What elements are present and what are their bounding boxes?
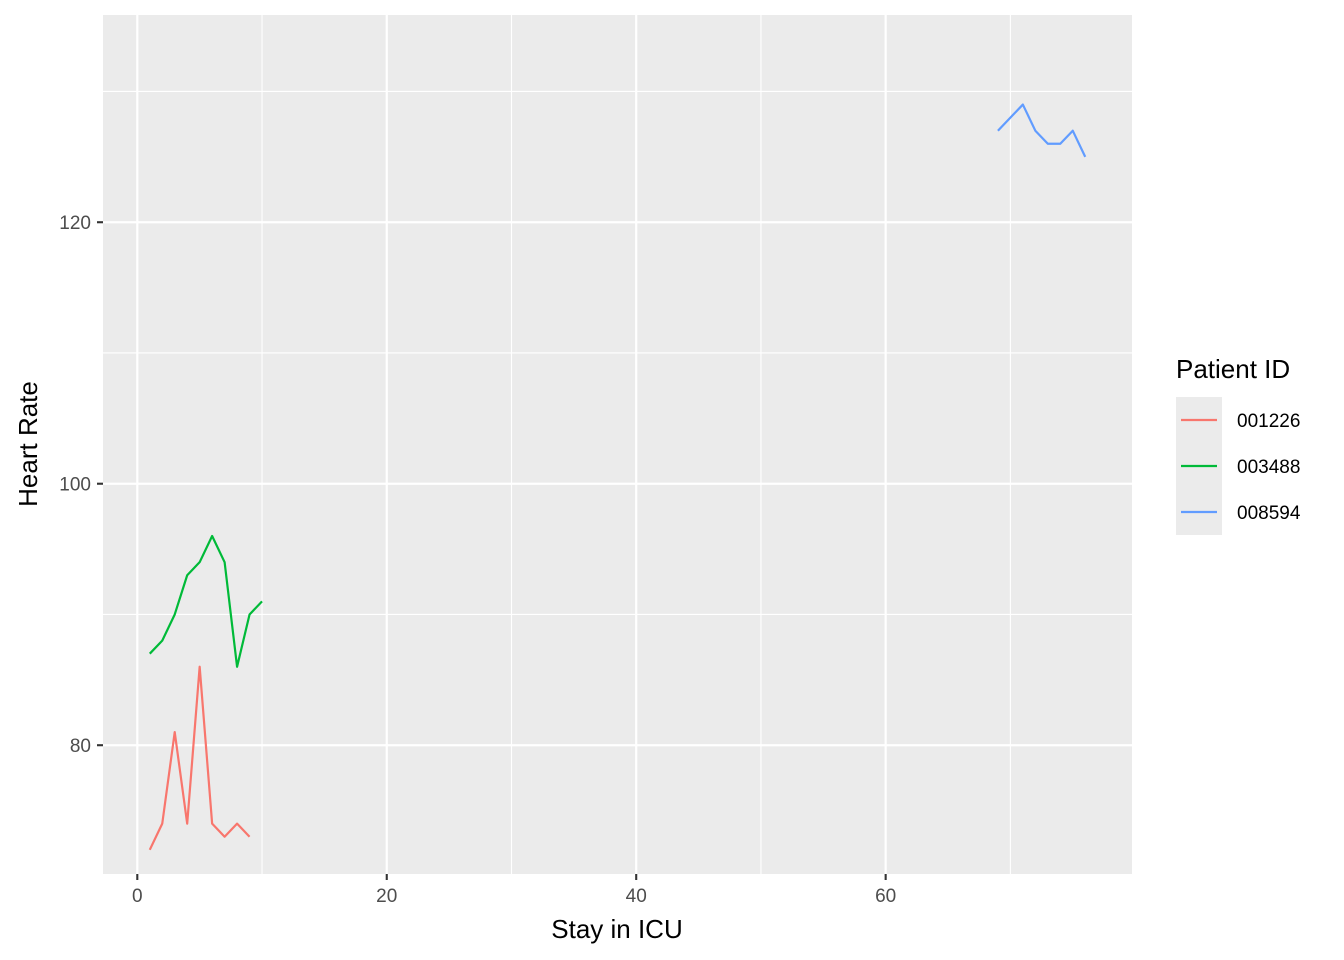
legend-items: 001226 003488 008594: [1176, 397, 1301, 535]
x-tick-label: 60: [875, 886, 896, 907]
legend-label: 003488: [1237, 457, 1300, 478]
x-tick-label: 20: [376, 886, 397, 907]
series-line-001226: [148, 665, 251, 851]
grid-layer: [103, 15, 1132, 877]
legend-label: 008594: [1237, 503, 1301, 524]
x-tick-label: 40: [626, 886, 647, 907]
x-tick-label: 0: [132, 886, 143, 907]
series-layer: [148, 103, 1087, 851]
y-tick-label: 100: [59, 475, 91, 496]
y-axis-title: Heart Rate: [13, 381, 43, 507]
series-line-008594: [997, 103, 1087, 158]
y-tick-label: 80: [70, 736, 91, 757]
legend-label: 001226: [1237, 411, 1300, 432]
legend-title: Patient ID: [1176, 354, 1290, 384]
x-axis-title: Stay in ICU: [551, 914, 683, 944]
y-tick-label: 120: [59, 213, 91, 234]
plot-panel: [103, 15, 1132, 874]
series-line-003488: [148, 534, 263, 668]
axis-layer: 0 20 40 60 80 100 120: [59, 213, 896, 907]
legend: Patient ID 001226 003488 008594: [1176, 354, 1301, 535]
